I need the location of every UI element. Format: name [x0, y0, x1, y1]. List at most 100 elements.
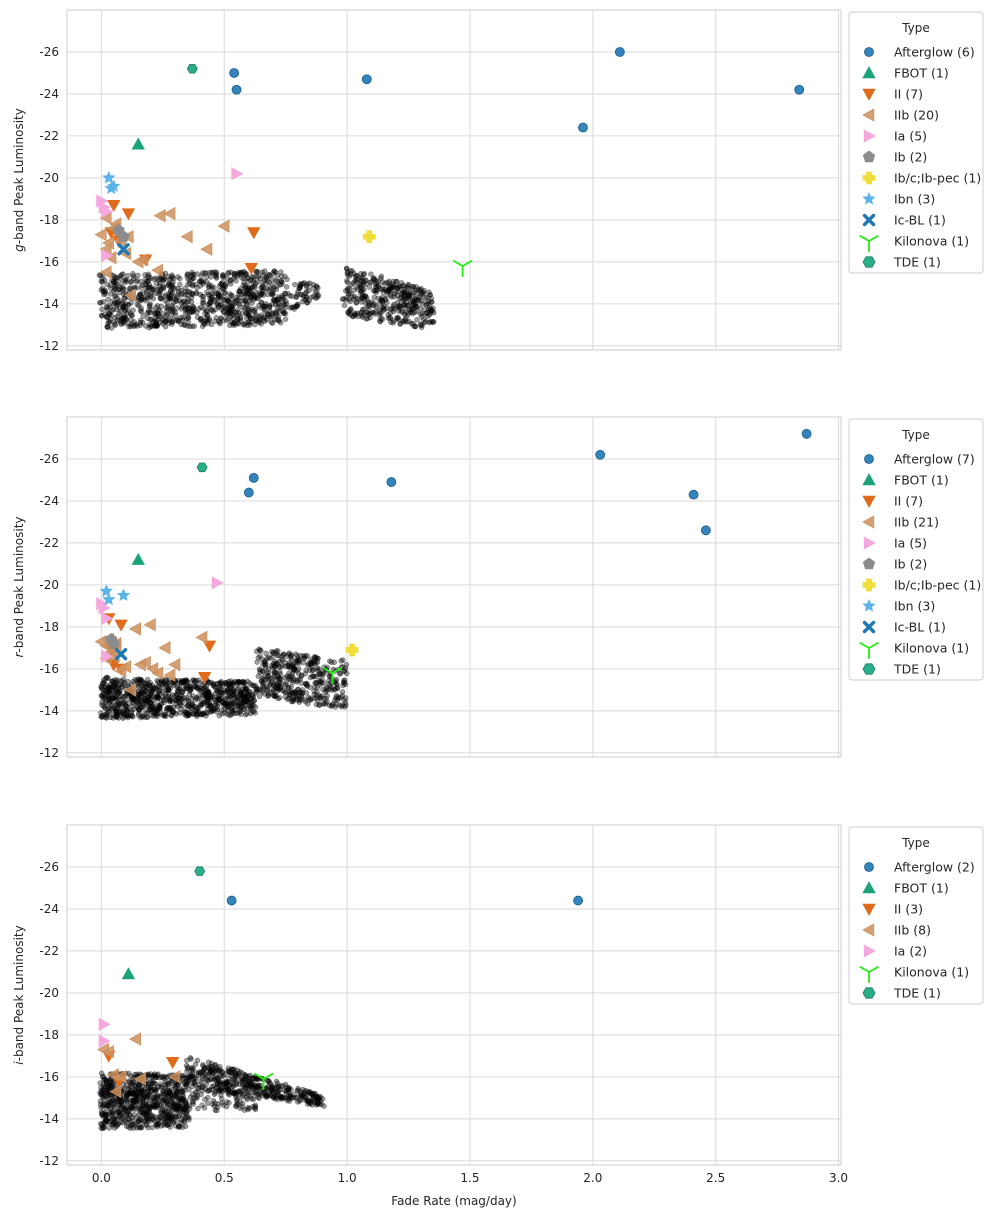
background-point [309, 1097, 315, 1104]
background-point [121, 320, 127, 327]
background-point [245, 275, 251, 281]
series-tde [186, 64, 198, 74]
data-point [700, 525, 711, 536]
legend-marker [862, 213, 876, 227]
background-point [199, 692, 206, 699]
background-point [206, 317, 213, 324]
background-point [198, 273, 205, 279]
y-axis-label: g-band Peak Luminosity [12, 108, 26, 252]
data-point [107, 199, 121, 213]
background-point [102, 705, 109, 712]
background-point [223, 281, 229, 287]
series-fbot [131, 137, 145, 150]
background-point [268, 291, 275, 298]
background-point [276, 695, 283, 701]
background-point [300, 1086, 306, 1093]
data-point [801, 428, 812, 439]
background-point [148, 284, 154, 291]
legend: Type Afterglow (7) FBOT (1) II (7) IIb (21) I… [848, 418, 984, 681]
background-point [229, 1076, 236, 1083]
background-point [156, 277, 163, 284]
background-point [223, 1103, 230, 1110]
x-tick-label: 0.0 [92, 1171, 111, 1185]
background-point [373, 304, 380, 311]
background-point [112, 314, 118, 321]
legend-entry: Kilonova (1) [894, 965, 969, 980]
background-point [192, 281, 198, 288]
background-point [375, 278, 381, 285]
y-tick-label: -18 [39, 213, 59, 227]
background-point [314, 1094, 320, 1101]
background-point [410, 320, 416, 327]
background-point [316, 692, 323, 699]
background-point [174, 1100, 181, 1107]
background-point [368, 271, 374, 277]
background-point [138, 297, 144, 304]
y-tick-label: -16 [39, 662, 59, 676]
background-point [205, 1059, 212, 1066]
y-tick-label: -14 [39, 297, 59, 311]
background-point [178, 300, 185, 306]
background-point [287, 293, 293, 299]
background-point [240, 321, 247, 328]
background-point [423, 301, 430, 307]
background-point [282, 663, 289, 670]
data-point [226, 895, 237, 906]
background-point [282, 316, 289, 322]
background-point [239, 275, 245, 281]
background-point [151, 323, 158, 329]
background-point [419, 322, 425, 329]
background-point [199, 711, 205, 718]
background-point [221, 1080, 227, 1086]
background-point [254, 1076, 260, 1082]
background-point [292, 281, 298, 288]
background-point [271, 670, 278, 676]
background-point [217, 320, 223, 327]
legend-title: Type [901, 21, 930, 35]
background-point [238, 1075, 245, 1082]
legend-entry: Ibn (3) [894, 192, 935, 207]
data-point [94, 227, 107, 242]
background-point [184, 273, 190, 280]
series-ib-c-ib-pec [362, 230, 376, 244]
background-point [111, 1105, 118, 1111]
background-point [271, 268, 278, 275]
background-point [115, 286, 122, 293]
background-point [153, 304, 159, 311]
y-tick-label: -18 [39, 620, 59, 634]
background-point [414, 317, 420, 323]
background-point [402, 293, 408, 299]
background-point [130, 271, 136, 277]
background-point [242, 270, 249, 277]
background-point [120, 305, 127, 311]
background-point [155, 683, 161, 690]
background-point [158, 303, 164, 310]
background-point [170, 707, 176, 714]
background-point [179, 290, 185, 297]
background-point [186, 1103, 193, 1109]
background-point [212, 296, 218, 303]
legend-entry: Afterglow (2) [894, 860, 975, 875]
background-point [373, 284, 379, 290]
background-point [141, 704, 147, 711]
background-point [265, 669, 272, 676]
background-point [275, 313, 282, 320]
background-point [239, 297, 246, 304]
background-point [255, 269, 261, 275]
background-point [283, 653, 290, 660]
y-axis-label: r-band Peak Luminosity [12, 516, 26, 657]
y-tick-label: -22 [39, 129, 59, 143]
background-point [178, 706, 184, 712]
background-point [112, 677, 119, 683]
background-point [313, 1102, 320, 1108]
legend-marker [862, 150, 876, 163]
background-point [162, 680, 168, 687]
background-point [128, 312, 135, 319]
background-point [353, 277, 359, 284]
data-point [136, 253, 149, 267]
background-point [143, 297, 149, 304]
data-point [231, 84, 242, 95]
background-point [396, 305, 403, 312]
legend-marker [864, 47, 874, 57]
background-point [100, 1124, 107, 1130]
